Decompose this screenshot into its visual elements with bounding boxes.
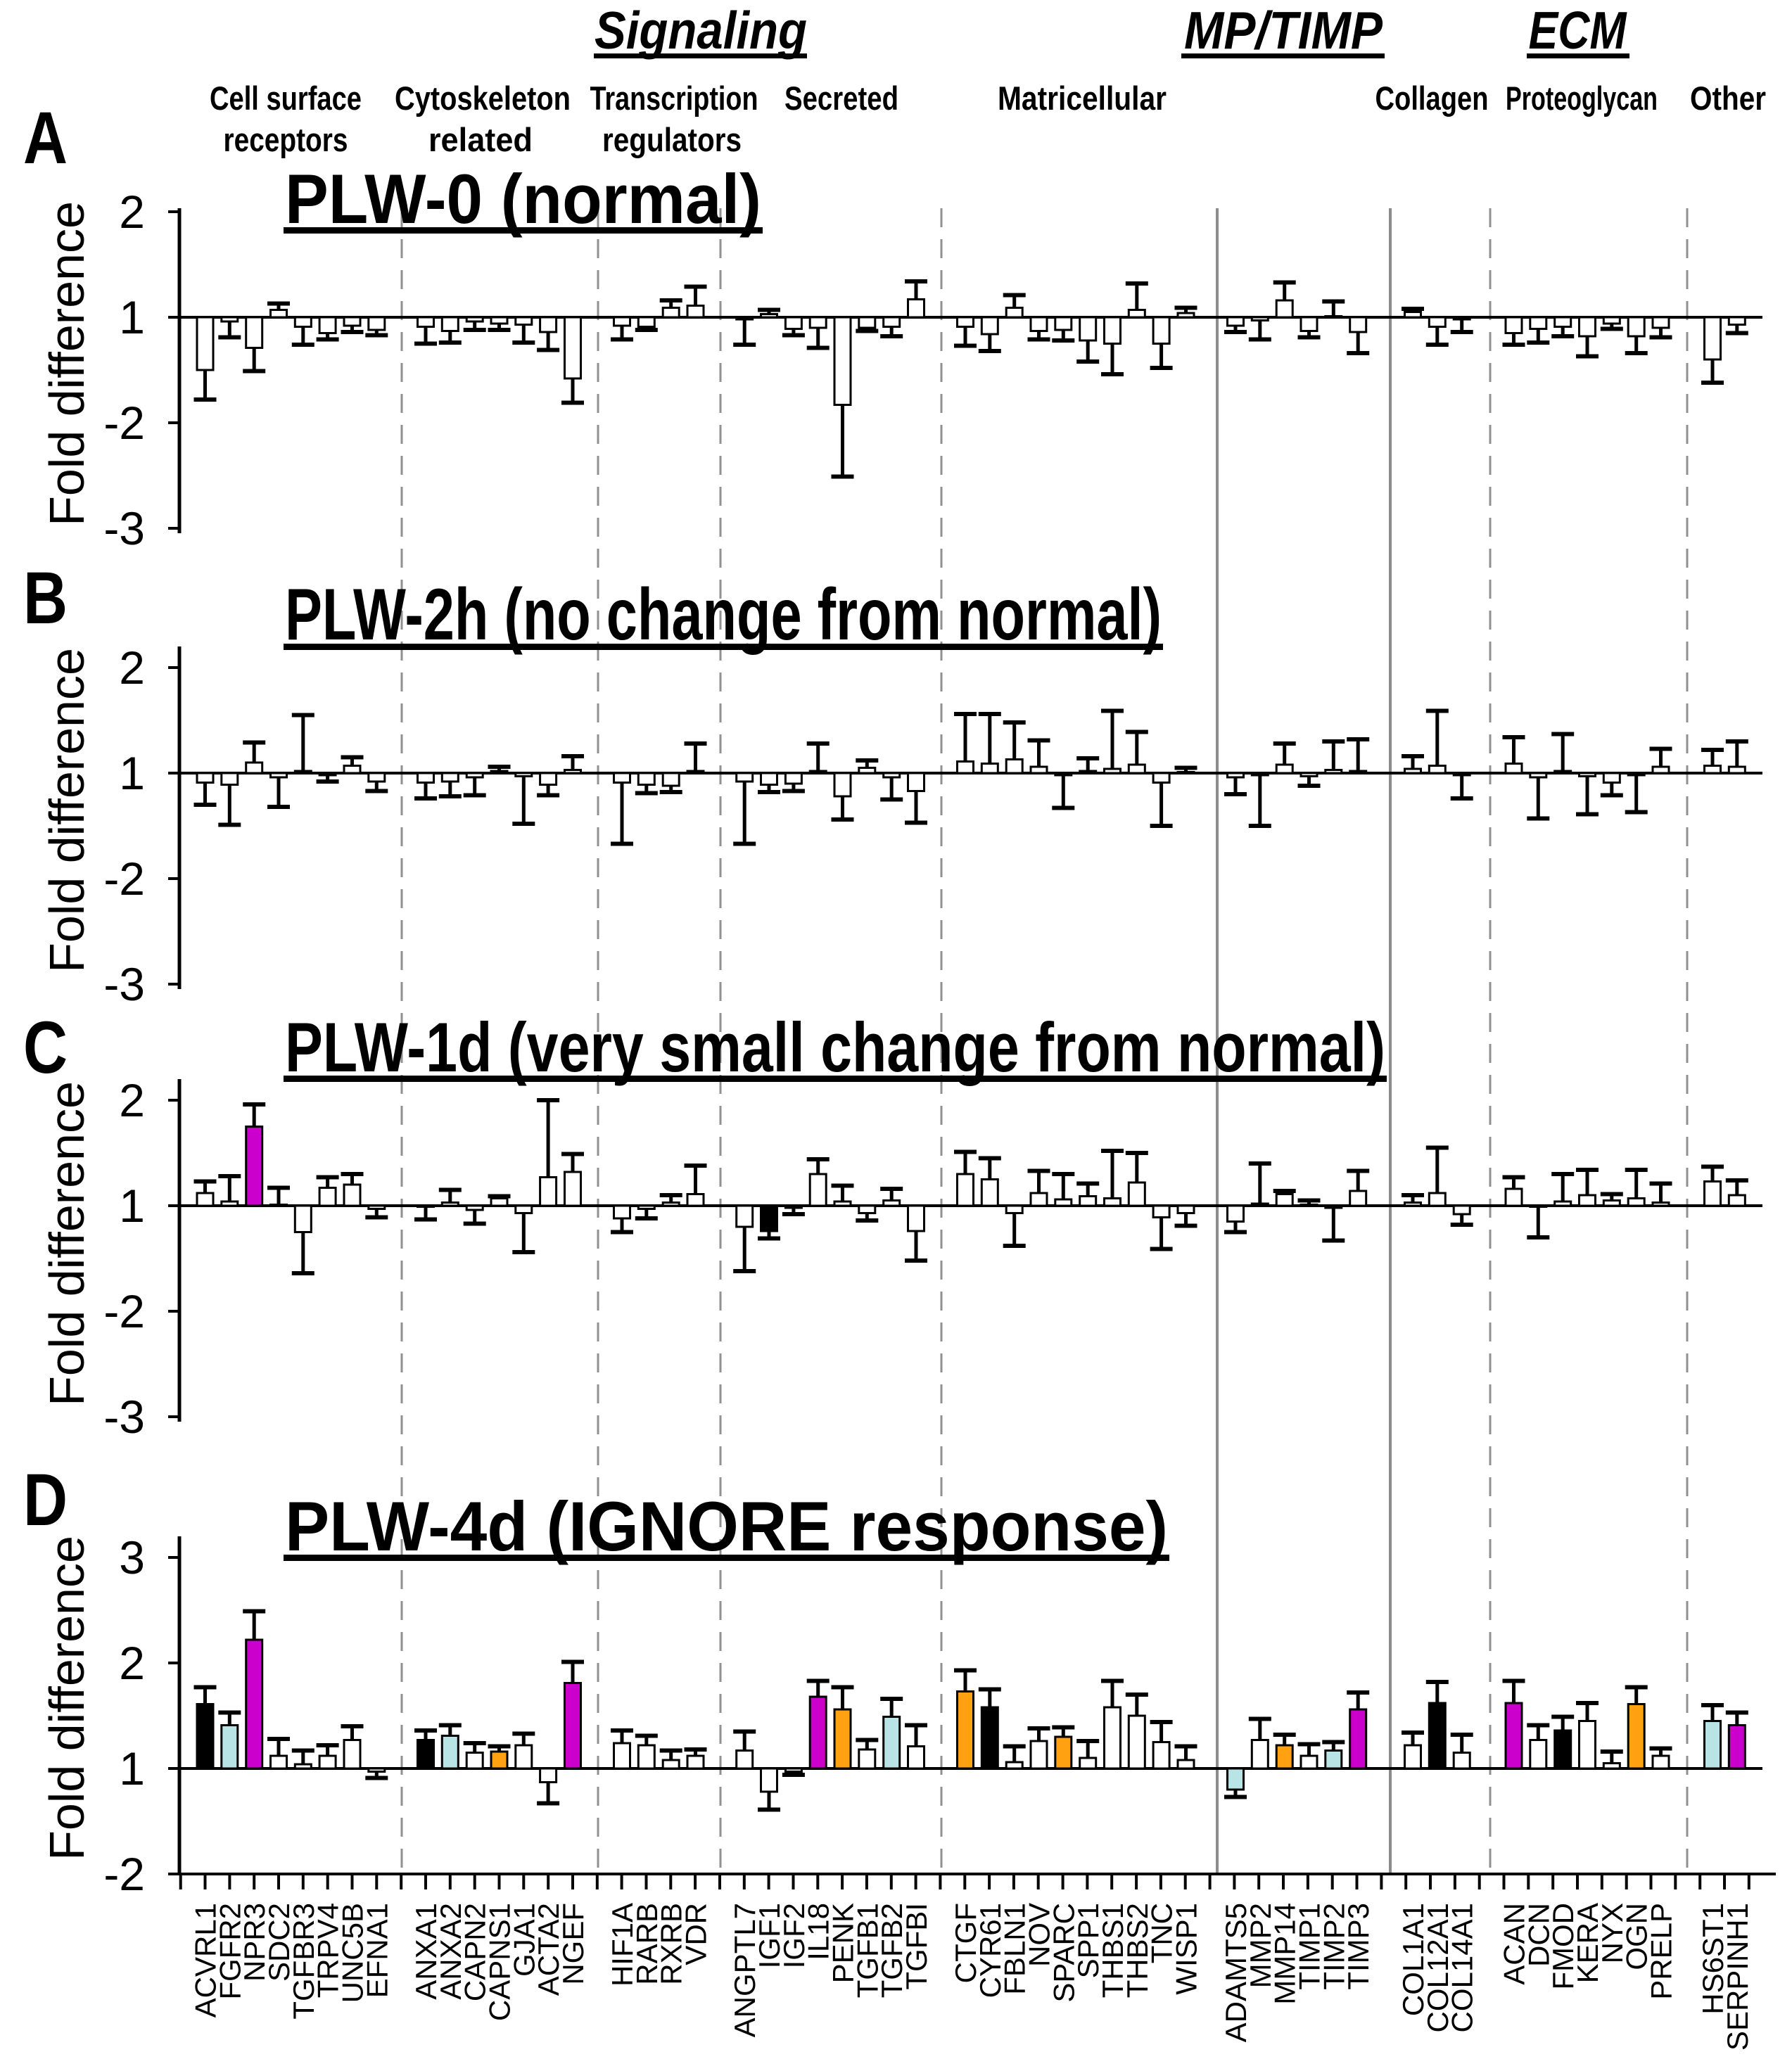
svg-text:FMOD: FMOD: [1546, 1903, 1580, 1990]
svg-text:ECM: ECM: [1529, 1, 1627, 60]
svg-text:SERPINH1: SERPINH1: [1721, 1903, 1754, 2051]
svg-text:CTGF: CTGF: [949, 1903, 982, 1983]
svg-text:TNC: TNC: [1145, 1903, 1178, 1963]
svg-text:TIMP3: TIMP3: [1342, 1903, 1375, 1990]
svg-text:Cytoskeleton: Cytoskeleton: [395, 79, 571, 117]
svg-text:NOV: NOV: [1023, 1903, 1056, 1967]
svg-text:IGF2: IGF2: [777, 1903, 811, 1968]
svg-text:PLW-4d (IGNORE response): PLW-4d (IGNORE response): [285, 1487, 1168, 1565]
svg-text:ANGPTL7: ANGPTL7: [728, 1903, 761, 2037]
svg-text:SPP1: SPP1: [1072, 1903, 1105, 1978]
svg-text:3: 3: [119, 1531, 145, 1583]
svg-text:OGN: OGN: [1620, 1903, 1653, 1970]
svg-text:IL18: IL18: [802, 1903, 835, 1961]
svg-text:2: 2: [119, 642, 145, 694]
svg-text:ACTA2: ACTA2: [532, 1903, 565, 1996]
svg-text:WISP1: WISP1: [1170, 1903, 1203, 1995]
svg-text:TGFBR3: TGFBR3: [287, 1903, 320, 2020]
svg-text:Fold difference: Fold difference: [39, 1536, 94, 1861]
svg-text:-3: -3: [103, 502, 145, 554]
svg-text:-2: -2: [103, 1285, 145, 1337]
svg-text:related: related: [428, 121, 533, 158]
svg-text:THBS2: THBS2: [1121, 1903, 1154, 1998]
svg-text:ACVRL1: ACVRL1: [189, 1903, 222, 2017]
svg-text:1: 1: [119, 291, 145, 343]
svg-text:-3: -3: [103, 1391, 145, 1443]
svg-text:COL12A1: COL12A1: [1421, 1903, 1454, 2032]
svg-text:FBLN1: FBLN1: [998, 1903, 1031, 1995]
svg-text:Cell surface: Cell surface: [210, 79, 362, 117]
svg-text:CAPN2: CAPN2: [459, 1903, 492, 2001]
svg-text:COL1A1: COL1A1: [1397, 1903, 1430, 2016]
svg-text:Collagen: Collagen: [1375, 79, 1489, 117]
svg-text:receptors: receptors: [224, 121, 348, 158]
svg-text:SPARC: SPARC: [1047, 1903, 1080, 2003]
svg-text:HIF1A: HIF1A: [606, 1903, 639, 1987]
svg-text:B: B: [23, 557, 68, 639]
svg-text:IGF1: IGF1: [753, 1903, 786, 1968]
svg-text:UNC5B: UNC5B: [336, 1903, 369, 2003]
svg-text:TGFBI: TGFBI: [900, 1903, 933, 1990]
svg-text:THBS1: THBS1: [1096, 1903, 1129, 1998]
svg-text:Secreted: Secreted: [784, 79, 898, 117]
svg-text:PRELP: PRELP: [1645, 1903, 1678, 2000]
svg-text:-2: -2: [103, 853, 145, 905]
svg-text:ANXA1: ANXA1: [409, 1903, 443, 2000]
svg-text:regulators: regulators: [602, 121, 742, 158]
svg-text:1: 1: [119, 1742, 145, 1795]
svg-text:ANXA2: ANXA2: [434, 1903, 467, 2000]
svg-text:VDR: VDR: [680, 1903, 713, 1965]
svg-text:PLW-0 (normal): PLW-0 (normal): [285, 160, 761, 238]
svg-text:MP/TIMP: MP/TIMP: [1184, 1, 1383, 60]
svg-text:NPR3: NPR3: [238, 1903, 271, 1982]
svg-text:RARB: RARB: [630, 1903, 663, 1985]
svg-text:RXRB: RXRB: [655, 1903, 688, 1985]
svg-text:1: 1: [119, 1180, 145, 1232]
svg-text:-3: -3: [103, 958, 145, 1010]
svg-text:KERA: KERA: [1571, 1903, 1604, 1983]
svg-text:TIMP1: TIMP1: [1293, 1903, 1326, 1990]
svg-text:SDC2: SDC2: [262, 1903, 296, 1982]
svg-text:FGFR2: FGFR2: [213, 1903, 246, 2000]
svg-text:NYX: NYX: [1596, 1903, 1629, 1963]
svg-text:HS6ST1: HS6ST1: [1696, 1903, 1729, 2015]
svg-text:D: D: [23, 1459, 68, 1541]
svg-text:2: 2: [119, 186, 145, 238]
svg-text:EFNA1: EFNA1: [360, 1903, 393, 1998]
svg-text:CYR61: CYR61: [974, 1903, 1007, 1998]
svg-text:1: 1: [119, 747, 145, 799]
svg-text:MMP14: MMP14: [1269, 1903, 1302, 2005]
svg-text:TGFB2: TGFB2: [875, 1903, 908, 1998]
svg-text:MMP2: MMP2: [1244, 1903, 1277, 1988]
svg-text:2: 2: [119, 1074, 145, 1126]
svg-text:C: C: [23, 1007, 68, 1089]
svg-text:COL14A1: COL14A1: [1446, 1903, 1479, 2032]
svg-text:PENK: PENK: [827, 1903, 860, 1983]
svg-text:DCN: DCN: [1522, 1903, 1555, 1967]
svg-text:Fold difference: Fold difference: [39, 1081, 94, 1406]
svg-text:2: 2: [119, 1637, 145, 1689]
svg-text:-2: -2: [103, 1848, 145, 1900]
svg-text:NGEF: NGEF: [557, 1903, 590, 1985]
svg-text:A: A: [23, 97, 68, 179]
svg-text:GJA1: GJA1: [507, 1903, 540, 1977]
svg-text:-2: -2: [103, 397, 145, 449]
svg-text:Fold difference: Fold difference: [39, 201, 94, 526]
svg-text:Matricellular: Matricellular: [998, 79, 1167, 117]
svg-text:CAPNS1: CAPNS1: [483, 1903, 516, 2021]
svg-text:PLW-1d (very small change from: PLW-1d (very small change from normal): [285, 1008, 1385, 1086]
svg-text:PLW-2h (no change from normal): PLW-2h (no change from normal): [285, 574, 1162, 656]
svg-text:Proteoglycan: Proteoglycan: [1506, 79, 1658, 117]
svg-text:ACAN: ACAN: [1498, 1903, 1531, 1985]
svg-text:Fold difference: Fold difference: [39, 648, 94, 973]
svg-text:ADAMTS5: ADAMTS5: [1219, 1903, 1252, 2042]
svg-text:TRPV4: TRPV4: [312, 1903, 345, 1998]
svg-text:Other: Other: [1690, 79, 1766, 117]
svg-text:TIMP2: TIMP2: [1317, 1903, 1350, 1990]
svg-text:Signaling: Signaling: [595, 1, 807, 60]
svg-text:Transcription: Transcription: [590, 79, 758, 117]
svg-text:TGFB1: TGFB1: [851, 1903, 884, 1998]
